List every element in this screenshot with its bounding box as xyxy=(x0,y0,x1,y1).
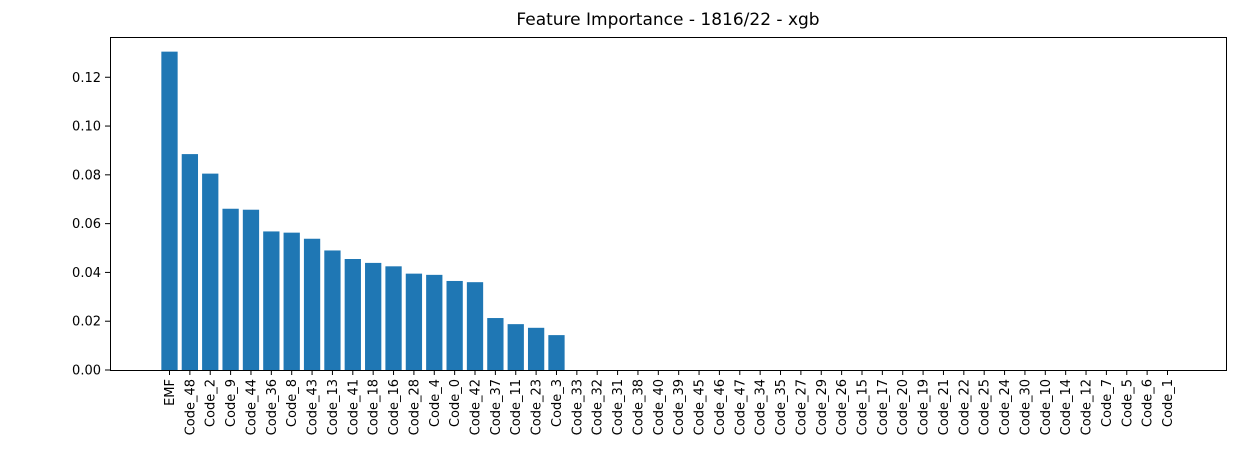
bar-code-11 xyxy=(507,324,524,370)
x-tick-label: Code_8 xyxy=(285,379,300,427)
y-tick-label: 0.04 xyxy=(72,266,101,281)
x-tick-label: Code_12 xyxy=(1080,379,1095,435)
bar-code-3 xyxy=(548,335,565,370)
x-tick-label: Code_9 xyxy=(224,379,239,427)
x-tick-label: Code_37 xyxy=(489,379,504,435)
x-tick-label: Code_30 xyxy=(1018,379,1033,435)
x-tick-label: Code_31 xyxy=(611,379,626,435)
x-tick-label: Code_10 xyxy=(1039,379,1054,435)
x-tick-label: Code_17 xyxy=(876,379,891,435)
x-tick-label: Code_40 xyxy=(652,379,667,435)
bar-code-28 xyxy=(405,273,423,370)
x-tick-label: EMF xyxy=(163,379,178,406)
bar-code-36 xyxy=(263,231,280,370)
x-tick-label: Code_7 xyxy=(1100,379,1115,427)
x-tick-label: Code_45 xyxy=(693,379,708,435)
x-tick-label: Code_38 xyxy=(631,379,646,435)
x-tick-label: Code_42 xyxy=(469,379,484,435)
bar-code-37 xyxy=(487,318,504,370)
y-tick-label: 0.06 xyxy=(72,217,101,232)
x-tick-label: Code_46 xyxy=(713,379,728,435)
bar-emf xyxy=(161,51,178,370)
x-tick-label: Code_24 xyxy=(998,379,1013,435)
x-tick-label: Code_15 xyxy=(855,379,870,435)
x-tick-label: Code_43 xyxy=(306,379,321,435)
x-tick-label: Code_44 xyxy=(244,379,259,435)
x-tick-label: Code_0 xyxy=(448,379,463,427)
x-tick-label: Code_29 xyxy=(815,379,830,435)
x-tick-label: Code_11 xyxy=(509,379,524,435)
bar-code-18 xyxy=(365,262,382,370)
x-tick-label: Code_47 xyxy=(733,379,748,435)
bar-code-8 xyxy=(283,232,300,370)
y-tick-label: 0.08 xyxy=(72,168,101,183)
bar-code-9 xyxy=(222,208,239,370)
x-axis: EMF Code_48 Code_2 Code_9 Code_44 Code_36 Code… xyxy=(163,370,1176,435)
x-tick-label: Code_4 xyxy=(428,379,443,427)
x-tick-label: Code_5 xyxy=(1120,379,1135,427)
bar-code-43 xyxy=(303,238,321,370)
x-tick-label: Code_34 xyxy=(754,379,769,435)
chart-title: Feature Importance - 1816/22 - xgb xyxy=(516,10,819,30)
bar-code-0 xyxy=(446,280,463,370)
bars-group xyxy=(161,51,565,370)
bar-code-13 xyxy=(324,250,341,370)
x-tick-label: Code_18 xyxy=(367,379,382,435)
x-tick-label: Code_48 xyxy=(183,379,198,435)
bar-code-44 xyxy=(242,209,260,370)
x-tick-label: Code_21 xyxy=(937,379,952,435)
x-tick-label: Code_25 xyxy=(978,379,993,435)
x-tick-label: Code_14 xyxy=(1059,379,1074,435)
bar-code-41 xyxy=(344,259,361,370)
bar-code-42 xyxy=(466,282,484,370)
y-tick-label: 0.00 xyxy=(72,364,101,379)
x-tick-label: Code_35 xyxy=(774,379,789,435)
x-tick-label: Code_20 xyxy=(896,379,911,435)
plot-frame xyxy=(110,37,1227,371)
bar-code-23 xyxy=(527,327,545,370)
x-tick-label: Code_36 xyxy=(265,379,280,435)
x-tick-label: Code_39 xyxy=(672,379,687,435)
x-tick-label: Code_2 xyxy=(204,379,219,427)
bar-code-4 xyxy=(426,274,443,370)
x-tick-label: Code_13 xyxy=(326,379,341,435)
y-axis: 0.00 0.02 0.04 0.06 0.08 0.10 0.12 xyxy=(72,71,110,379)
bar-code-16 xyxy=(385,266,402,370)
x-tick-label: Code_33 xyxy=(570,379,585,435)
bar-code-2 xyxy=(202,173,219,370)
x-tick-label: Code_16 xyxy=(387,379,402,435)
y-tick-label: 0.02 xyxy=(72,315,101,330)
x-tick-label: Code_32 xyxy=(591,379,606,435)
y-tick-label: 0.12 xyxy=(72,71,101,86)
x-tick-label: Code_19 xyxy=(917,379,932,435)
x-tick-label: Code_3 xyxy=(550,379,565,427)
x-tick-label: Code_1 xyxy=(1161,379,1176,427)
x-tick-label: Code_26 xyxy=(835,379,850,435)
x-tick-label: Code_22 xyxy=(957,379,972,435)
x-tick-label: Code_23 xyxy=(530,379,545,435)
x-tick-label: Code_28 xyxy=(407,379,422,435)
x-tick-label: Code_41 xyxy=(346,379,361,435)
x-tick-label: Code_27 xyxy=(794,379,809,435)
x-tick-label: Code_6 xyxy=(1141,379,1156,427)
y-tick-label: 0.10 xyxy=(72,120,101,135)
bar-code-48 xyxy=(181,154,199,370)
